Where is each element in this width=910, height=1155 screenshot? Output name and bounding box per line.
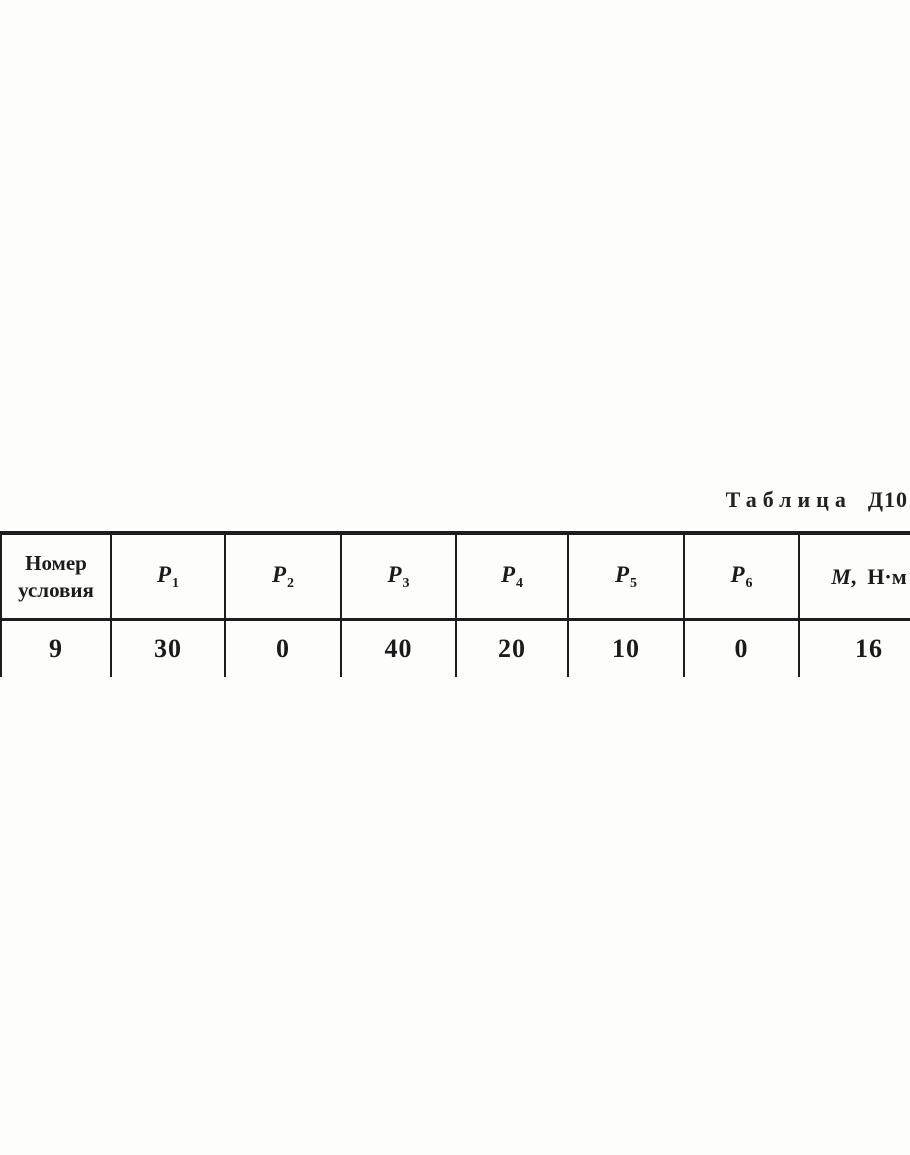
data-table: Номер условия P1 P2 P3 P4 P5 P6 M, Н·м 9 <box>0 531 910 677</box>
header-cell-p1: P1 <box>112 535 226 621</box>
header-cell-number: Номер условия <box>2 535 112 621</box>
value-cell-p5: 10 <box>569 621 685 677</box>
value-p1: 30 <box>154 634 182 663</box>
header-p6-subscript: 6 <box>745 575 753 591</box>
value-p5: 10 <box>612 634 640 663</box>
value-p4: 20 <box>498 634 526 663</box>
value-cell-p2: 0 <box>226 621 342 677</box>
header-number-line1: Номер <box>25 551 87 576</box>
value-cell-p4: 20 <box>457 621 569 677</box>
header-p4-subscript: 4 <box>516 575 524 591</box>
header-p1-symbol: P <box>156 561 172 587</box>
header-cell-p2: P2 <box>226 535 342 621</box>
header-p2-symbol: P <box>271 561 287 587</box>
header-cell-p4: P4 <box>457 535 569 621</box>
header-cell-p3: P3 <box>342 535 457 621</box>
header-number-line2: условия <box>18 577 94 602</box>
value-cell-p1: 30 <box>112 621 226 677</box>
table-clip-region: Номер условия P1 P2 P3 P4 P5 P6 M, Н·м 9 <box>0 531 910 677</box>
value-number: 9 <box>49 634 63 663</box>
value-cell-number: 9 <box>2 621 112 677</box>
header-p6-symbol: P <box>730 561 745 587</box>
value-p6: 0 <box>734 634 749 663</box>
header-p3-subscript: 3 <box>402 575 410 591</box>
header-p2-subscript: 2 <box>287 575 295 591</box>
value-cell-p3: 40 <box>342 621 457 677</box>
value-cell-moment: 16 <box>800 621 910 677</box>
header-p5-subscript: 5 <box>630 575 638 591</box>
table-caption-number: Д10 <box>867 487 908 512</box>
header-p5-symbol: P <box>614 561 630 587</box>
header-cell-moment: M, Н·м <box>800 535 910 621</box>
header-p3-symbol: P <box>387 561 402 587</box>
value-p2: 0 <box>276 634 290 663</box>
header-p1-subscript: 1 <box>172 575 180 591</box>
value-p3: 40 <box>384 634 413 663</box>
header-moment-units: , Н·м <box>850 563 907 589</box>
header-cell-p6: P6 <box>685 535 800 621</box>
header-cell-p5: P5 <box>569 535 685 621</box>
value-cell-p6: 0 <box>685 621 800 677</box>
value-moment: 16 <box>855 634 883 663</box>
table-caption-word: Таблица <box>725 487 852 512</box>
header-moment-symbol: M <box>831 563 851 589</box>
table-caption: Таблица Д10 <box>726 487 908 513</box>
header-p4-symbol: P <box>500 561 516 587</box>
